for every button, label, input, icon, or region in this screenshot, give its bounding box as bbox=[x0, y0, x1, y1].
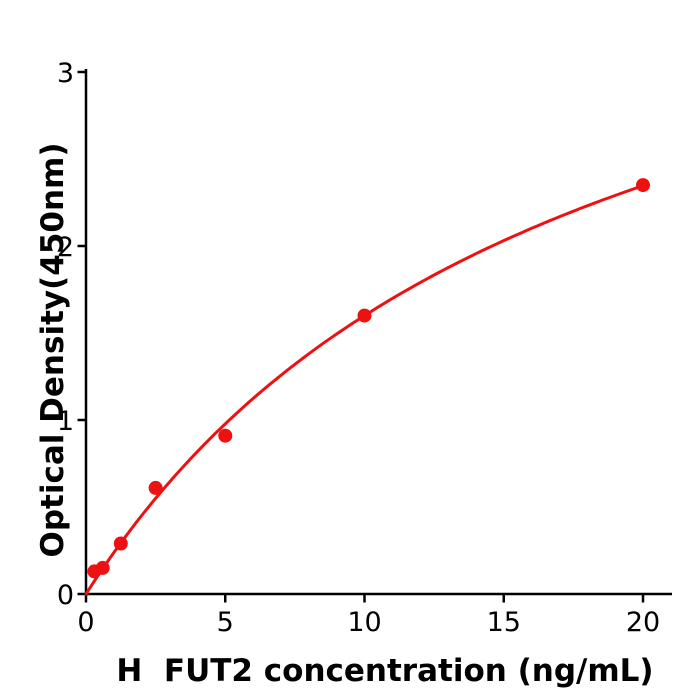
x-tick-label: 5 bbox=[217, 607, 234, 638]
y-tick-label: 0 bbox=[57, 580, 74, 611]
fit-curve bbox=[84, 184, 645, 596]
x-axis-ticks: 0 5 10 15 20 bbox=[77, 594, 660, 638]
y-tick-label: 1 bbox=[57, 406, 74, 437]
data-point bbox=[636, 178, 650, 193]
y-tick-label: 2 bbox=[57, 232, 74, 263]
y-axis-title: Optical Density(450nm) bbox=[35, 142, 71, 557]
x-tick-label: 0 bbox=[77, 607, 94, 638]
data-points bbox=[87, 178, 650, 579]
data-point bbox=[218, 428, 233, 443]
x-tick-label: 20 bbox=[626, 607, 660, 638]
x-tick-label: 15 bbox=[487, 607, 521, 638]
data-point bbox=[357, 308, 372, 323]
y-axis-ticks: 0 1 2 3 bbox=[57, 58, 86, 611]
data-point bbox=[113, 536, 128, 551]
x-tick-label: 10 bbox=[347, 607, 381, 638]
data-point bbox=[95, 560, 110, 575]
y-tick-label: 3 bbox=[57, 58, 74, 89]
data-point bbox=[148, 480, 163, 495]
x-axis-title: H FUT2 concentration (ng/mL) bbox=[116, 653, 653, 689]
